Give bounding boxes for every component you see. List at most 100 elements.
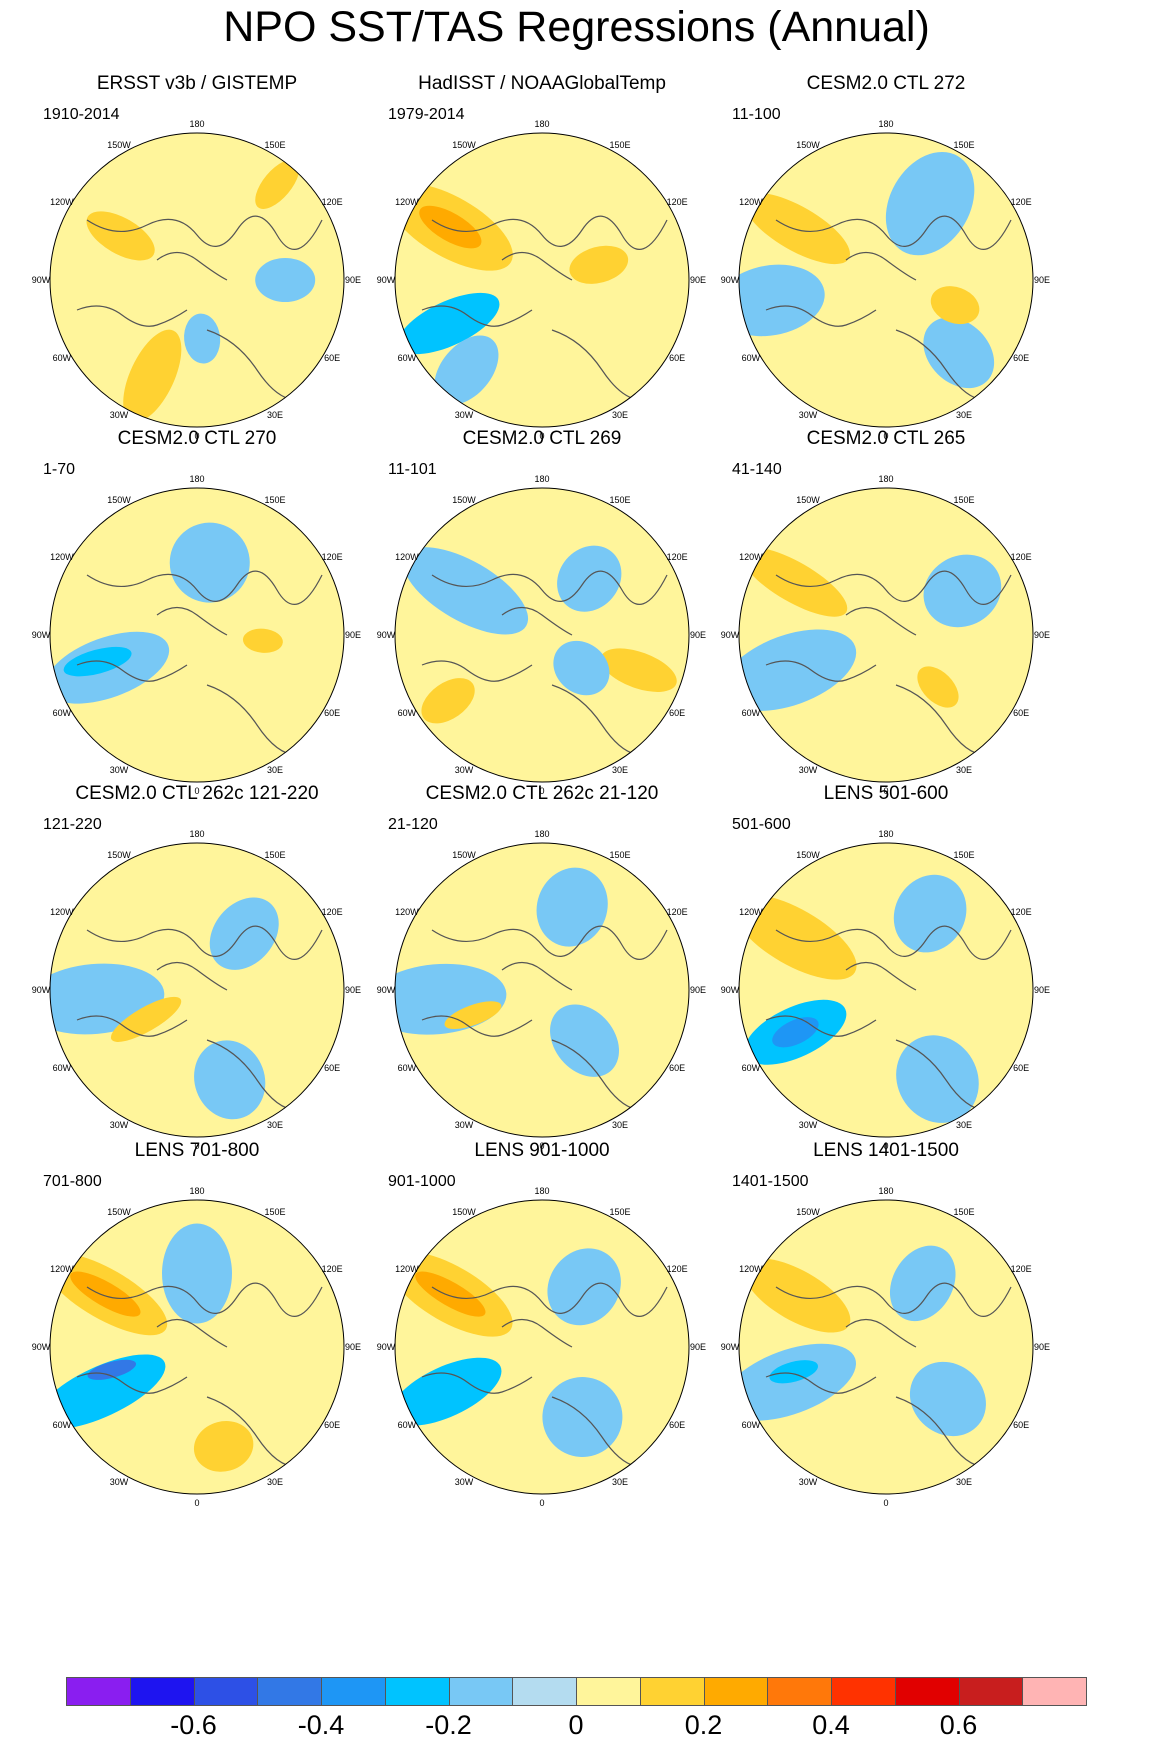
longitude-label: 150E xyxy=(953,140,974,150)
longitude-label: 120W xyxy=(395,197,419,207)
longitude-label: 120W xyxy=(50,197,74,207)
longitude-label: 150W xyxy=(452,140,476,150)
longitude-label: 30W xyxy=(110,1477,129,1487)
colorbar-swatch xyxy=(66,1677,131,1706)
longitude-label: 90W xyxy=(721,1342,740,1352)
colorbar-swatch xyxy=(512,1677,577,1706)
anomaly-region xyxy=(184,313,221,364)
polar-map: 180 150E 120E 90E 60E 30E 0 30W 60W 90W 120W 150W xyxy=(377,119,706,441)
longitude-label: 60E xyxy=(324,353,340,363)
anomaly-region xyxy=(395,1357,502,1426)
anomaly-region xyxy=(403,547,529,635)
anomaly-region xyxy=(415,1271,486,1317)
longitude-label: 60E xyxy=(324,1063,340,1073)
anomaly-region xyxy=(255,258,316,302)
colorbar-label: 0 xyxy=(568,1710,584,1740)
longitude-label: 120W xyxy=(50,907,74,917)
anomaly-region xyxy=(63,646,132,677)
longitude-label: 90W xyxy=(32,630,51,640)
polar-map: 180 150E 120E 90E 60E 30E 0 30W 60W 90W 120W 150W xyxy=(32,829,361,1151)
panel-period: 121-220 xyxy=(43,816,102,833)
polar-map: 180 150E 120E 90E 60E 30E 0 30W 60W 90W 120W 150W xyxy=(32,1186,361,1508)
longitude-label: 120E xyxy=(322,907,343,917)
panel-title: CESM2.0 CTL 265 xyxy=(806,428,966,449)
longitude-label: 30E xyxy=(612,1120,628,1130)
longitude-label: 150W xyxy=(796,1207,820,1217)
panel-period: 11-100 xyxy=(732,106,781,123)
colorbar-swatch xyxy=(321,1677,386,1706)
anomaly-region xyxy=(193,1421,254,1472)
longitude-label: 90E xyxy=(690,275,706,285)
longitude-label: 90W xyxy=(721,275,740,285)
longitude-label: 180 xyxy=(534,119,549,129)
map-outline xyxy=(738,842,1034,1138)
longitude-label: 0 xyxy=(194,1498,199,1508)
longitude-label: 30W xyxy=(455,1120,474,1130)
anomaly-region xyxy=(743,1258,851,1333)
longitude-label: 30W xyxy=(455,1477,474,1487)
coastline xyxy=(421,925,668,1111)
longitude-label: 180 xyxy=(189,829,204,839)
longitude-label: 150W xyxy=(107,495,131,505)
longitude-label: 30W xyxy=(799,1120,818,1130)
colorbar-swatch xyxy=(767,1677,832,1706)
map-outline xyxy=(49,132,345,428)
longitude-label: 150E xyxy=(264,850,285,860)
coastline xyxy=(421,570,668,756)
longitude-label: 120W xyxy=(50,552,74,562)
longitude-label: 150W xyxy=(107,1207,131,1217)
anomaly-region xyxy=(889,1245,956,1322)
anomaly-region xyxy=(896,1035,979,1123)
coastline xyxy=(765,215,1012,401)
map-panel: LENS 501-600 180 150E 120E 90E 60E 30E 0 30W 60W 9… xyxy=(706,783,1066,1178)
longitude-label: 60W xyxy=(53,1420,72,1430)
anomaly-region xyxy=(398,292,500,355)
anomaly-region xyxy=(110,996,182,1042)
colorbar-label: -0.6 xyxy=(170,1710,217,1740)
anomaly-region xyxy=(242,628,283,653)
map-panel: CESM2.0 CTL 265 180 150E 120E 90E 60E 30E 0 30W 6… xyxy=(706,428,1066,823)
longitude-label: 180 xyxy=(878,474,893,484)
longitude-label: 60W xyxy=(53,708,72,718)
panel-title: ERSST v3b / GISTEMP xyxy=(96,73,298,94)
map-background xyxy=(739,843,1033,1137)
longitude-label: 150E xyxy=(953,495,974,505)
anomaly-region xyxy=(547,1248,621,1326)
longitude-label: 60W xyxy=(398,1063,417,1073)
map-outline xyxy=(394,842,690,1138)
coastline xyxy=(421,1282,668,1468)
anomaly-region xyxy=(87,1359,137,1380)
anomaly-region xyxy=(741,547,848,617)
longitude-label: 30E xyxy=(267,1120,283,1130)
longitude-label: 30E xyxy=(956,1477,972,1487)
longitude-label: 90E xyxy=(345,630,361,640)
longitude-label: 60E xyxy=(1013,353,1029,363)
anomaly-region xyxy=(739,629,857,711)
panel-title: LENS 1401-1500 xyxy=(813,1140,959,1161)
longitude-label: 30E xyxy=(956,1120,972,1130)
longitude-label: 120E xyxy=(667,197,688,207)
longitude-label: 0 xyxy=(539,1141,544,1151)
colorbar-swatch xyxy=(576,1677,641,1706)
colorbar-label: 0.6 xyxy=(939,1710,978,1740)
colorbar-swatch xyxy=(703,1677,769,1706)
panel-period: 41-140 xyxy=(732,461,782,478)
anomaly-region xyxy=(50,1354,166,1429)
longitude-label: 180 xyxy=(189,119,204,129)
longitude-label: 30E xyxy=(612,410,628,420)
coastline xyxy=(76,925,323,1111)
map-outline xyxy=(738,487,1034,783)
longitude-label: 30W xyxy=(799,1477,818,1487)
colorbar-swatch xyxy=(257,1677,322,1706)
panel-period: 1-70 xyxy=(43,461,76,478)
longitude-label: 150E xyxy=(609,850,630,860)
map-panel: CESM2.0 CTL 270 180 150E 120E 90E 60E 30E 0 30W 6… xyxy=(17,428,377,823)
map-panel: LENS 701-800 180 150E 120E 90E 60E 30E 0 30W 60W 9… xyxy=(17,1140,377,1535)
anomaly-region xyxy=(444,1001,502,1030)
longitude-label: 180 xyxy=(878,119,893,129)
panel-period: 1979-2014 xyxy=(388,106,465,123)
longitude-label: 60W xyxy=(742,1063,761,1073)
longitude-label: 120W xyxy=(739,197,763,207)
longitude-label: 30W xyxy=(110,410,129,420)
longitude-label: 90E xyxy=(1034,1342,1050,1352)
